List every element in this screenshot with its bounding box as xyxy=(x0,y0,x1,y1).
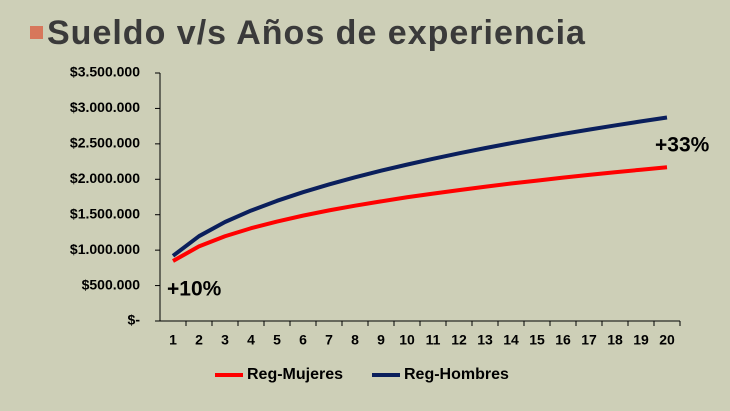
x-tick-label: 8 xyxy=(351,332,359,348)
legend-label: Reg-Hombres xyxy=(404,366,509,383)
series-line xyxy=(172,165,668,263)
series-line xyxy=(171,115,668,258)
x-tick-label: 2 xyxy=(195,332,203,348)
chart-title: Sueldo v/s Años de experiencia xyxy=(47,14,586,52)
x-tick-label: 19 xyxy=(633,332,649,348)
x-tick-label: 6 xyxy=(299,332,307,348)
x-tick-label: 5 xyxy=(273,332,281,348)
x-tick-label: 10 xyxy=(399,332,415,348)
y-tick-label: $3.500.000 xyxy=(70,64,140,80)
x-tick-label: 17 xyxy=(581,332,597,348)
x-tick-label: 12 xyxy=(451,332,467,348)
y-tick-label: $2.500.000 xyxy=(70,135,140,151)
annotation: +33% xyxy=(655,134,710,157)
x-tick-label: 20 xyxy=(659,332,675,348)
title-bullet xyxy=(30,26,43,39)
x-tick-label: 1 xyxy=(169,332,177,348)
annotation: +10% xyxy=(167,278,222,301)
y-tick-label: $500.000 xyxy=(82,276,141,292)
x-tick-label: 18 xyxy=(607,332,623,348)
x-tick-label: 15 xyxy=(529,332,545,348)
legend-label: Reg-Mujeres xyxy=(247,366,343,383)
y-tick-label: $- xyxy=(128,312,141,328)
y-tick-label: $3.000.000 xyxy=(70,99,140,115)
x-tick-label: 16 xyxy=(555,332,571,348)
x-tick-label: 3 xyxy=(221,332,229,348)
x-tick-label: 13 xyxy=(477,332,493,348)
x-tick-label: 9 xyxy=(377,332,385,348)
y-tick-label: $1.000.000 xyxy=(70,241,140,257)
x-tick-label: 7 xyxy=(325,332,333,348)
x-tick-label: 4 xyxy=(247,332,255,348)
x-tick-label: 11 xyxy=(426,332,441,348)
x-tick-label: 14 xyxy=(503,332,519,348)
y-tick-label: $2.000.000 xyxy=(70,170,140,186)
y-tick-label: $1.500.000 xyxy=(70,205,140,221)
